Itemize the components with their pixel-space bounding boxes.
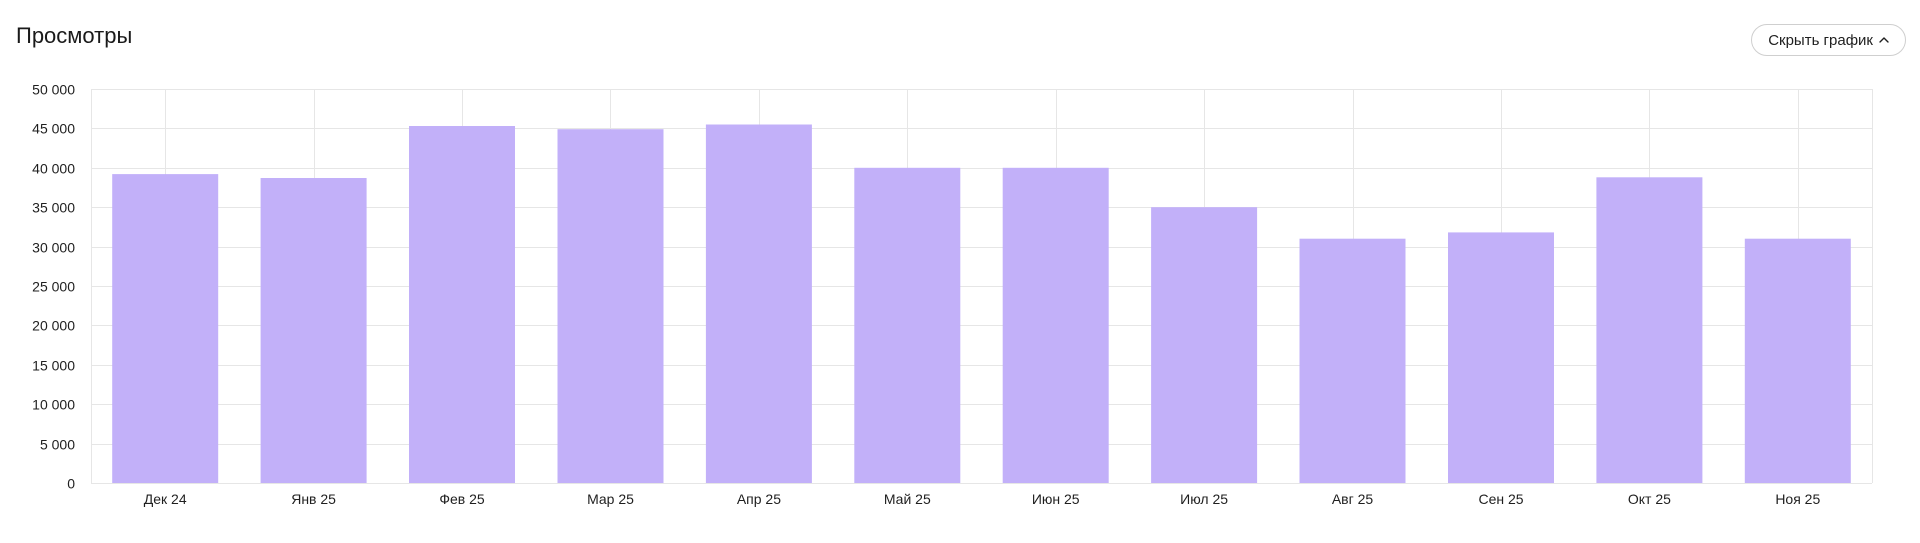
x-tick-label: Июн 25 [1032,491,1080,507]
bar-2[interactable] [260,178,367,483]
y-tick-label: 35 000 [32,200,75,216]
chart-bars [112,124,1851,484]
bar-7[interactable] [1002,167,1109,484]
y-tick-label: 20 000 [32,318,75,334]
x-tick-label: Янв 25 [291,491,336,507]
bar-11[interactable] [1596,177,1703,484]
x-tick-label: Дек 24 [144,491,187,507]
x-tick-label: Мар 25 [587,491,634,507]
bar-10[interactable] [1448,232,1554,483]
y-axis-ticks: 0 5 000 10 000 15 000 20 000 25 000 30 000 35 0… [32,82,75,492]
bar-6[interactable] [854,167,961,484]
bar-3[interactable] [409,126,515,483]
x-axis-ticks: Дек 24 Янв 25 Фев 25 Мар 25 Апр 25 Май 25 Июн … [144,491,1821,507]
y-tick-label: 25 000 [32,279,75,295]
hide-chart-label: Скрыть график [1768,31,1873,49]
hide-chart-button[interactable]: Скрыть график [1751,24,1906,56]
chevron-up-icon [1877,33,1891,47]
x-tick-label: Авг 25 [1332,491,1374,507]
page-title: Просмотры [16,23,133,48]
x-tick-label: Фев 25 [439,491,485,507]
bar-8[interactable] [1151,207,1258,483]
bar-1[interactable] [112,174,219,483]
x-tick-label: Апр 25 [737,491,781,507]
x-tick-label: Окт 25 [1628,491,1671,507]
y-tick-label: 5 000 [40,437,75,453]
y-tick-label: 0 [67,476,75,492]
y-tick-label: 50 000 [32,82,75,98]
y-tick-label: 45 000 [32,121,75,137]
y-tick-label: 30 000 [32,240,75,256]
y-tick-label: 15 000 [32,358,75,374]
x-tick-label: Ноя 25 [1775,491,1820,507]
x-tick-label: Июл 25 [1180,491,1228,507]
bar-12[interactable] [1744,238,1851,483]
bar-5[interactable] [705,124,812,484]
bar-9[interactable] [1299,238,1406,483]
y-tick-label: 40 000 [32,161,75,177]
x-tick-label: Сен 25 [1478,491,1523,507]
bar-4[interactable] [557,129,664,483]
y-tick-label: 10 000 [32,397,75,413]
x-tick-label: Май 25 [884,491,931,507]
